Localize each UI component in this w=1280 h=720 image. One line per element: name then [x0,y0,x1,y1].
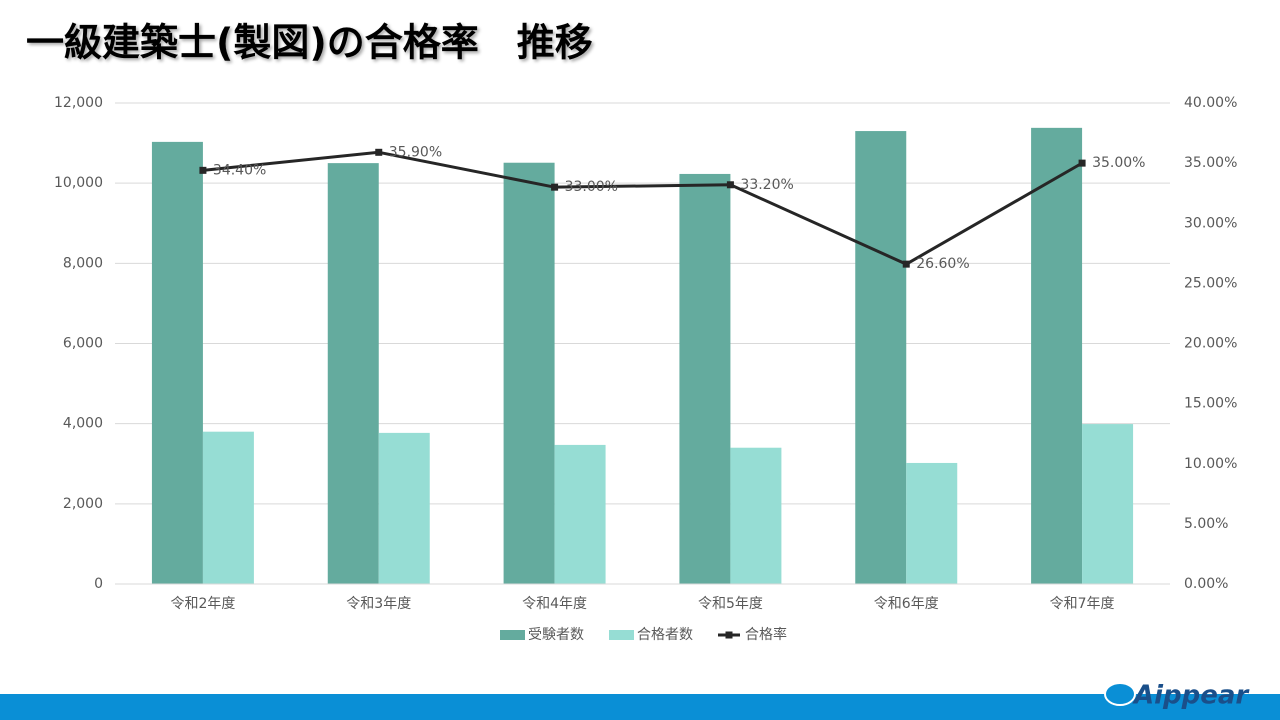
y2-tick-label: 10.00% [1184,456,1237,472]
data-label: 35.90% [389,144,442,160]
line [202,150,1083,266]
data-label: 33.00% [565,179,618,195]
y-tick-label: 6,000 [63,336,103,352]
y-tick-label: 0 [94,576,103,592]
y-tick-label: 4,000 [63,416,103,432]
data-label: 34.40% [213,162,266,178]
legend-swatch [725,631,733,639]
brand: Aippear [1132,681,1250,711]
x-tick-label: 令和2年度 [170,596,235,612]
line-marker [551,183,559,191]
bar [327,163,379,584]
data-label: 33.20% [740,177,793,193]
legend-label: 受験者数 [528,627,584,643]
y2-tick-label: 30.00% [1184,215,1237,231]
bar [503,162,555,584]
y2-tick-label: 40.00% [1184,95,1237,111]
line-marker [1078,159,1086,167]
x-tick-label: 令和3年度 [346,596,411,612]
bar [855,131,907,584]
bar [151,141,203,584]
y2-tick-label: 0.00% [1184,576,1228,592]
y-tick-label: 12,000 [54,95,103,111]
x-tick-label: 令和6年度 [874,596,939,612]
footer-bar [0,694,1280,720]
x-tick-label: 令和4年度 [522,596,587,612]
x-tick-label: 令和5年度 [698,596,763,612]
line-marker [726,181,734,189]
bar [554,444,606,584]
logo: Aippear [1104,681,1250,711]
bar [730,447,782,584]
x-tick-label: 令和7年度 [1050,596,1115,612]
legend-swatch [609,630,634,640]
bar [1031,127,1083,584]
bar [202,431,254,584]
y2-tick-label: 20.00% [1184,336,1237,352]
y-tick-label: 10,000 [54,175,103,191]
bar [679,173,731,584]
line-marker [375,148,383,156]
y2-tick-label: 35.00% [1184,155,1237,171]
data-label: 26.60% [916,256,969,272]
bar [1082,424,1134,584]
y2-tick-label: 25.00% [1184,275,1237,291]
y2-tick-label: 15.00% [1184,396,1237,412]
y-tick-label: 8,000 [63,255,103,271]
bar [378,432,430,584]
legend-label: 合格率 [745,626,787,643]
bar [906,462,958,584]
chart-title: 一級建築士(製図)の合格率 推移 [26,21,593,65]
line-marker [902,260,910,268]
data-label: 35.00% [1092,155,1145,171]
line-marker [199,166,207,174]
legend-swatch [500,630,525,640]
legend-label: 合格者数 [637,627,693,643]
y2-tick-label: 5.00% [1184,516,1228,532]
y-tick-label: 2,000 [63,496,103,512]
